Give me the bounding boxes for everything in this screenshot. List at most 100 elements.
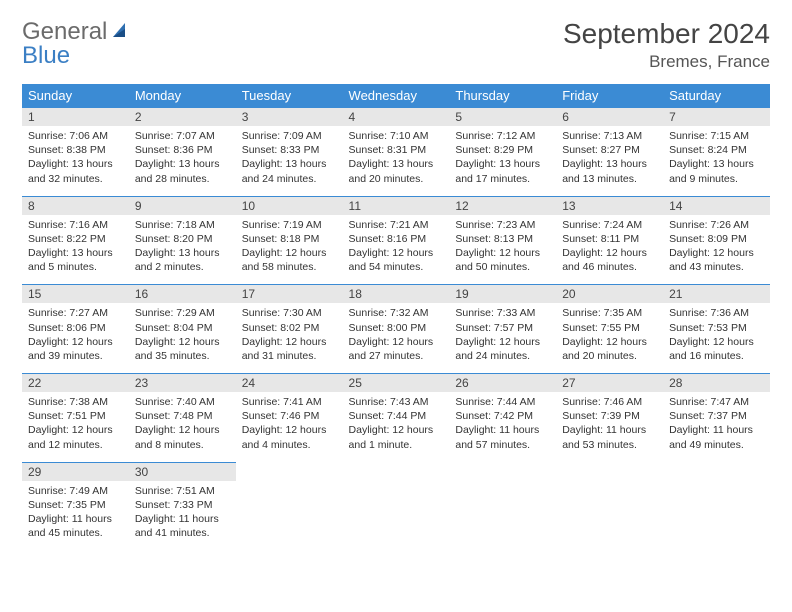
sunrise: Sunrise: 7:18 AM <box>135 218 230 232</box>
sunset: Sunset: 8:22 PM <box>28 232 123 246</box>
sunset: Sunset: 7:51 PM <box>28 409 123 423</box>
dayname: Saturday <box>663 84 770 108</box>
daylight: Daylight: 11 hours and 53 minutes. <box>562 423 657 451</box>
date-cell: Sunrise: 7:10 AMSunset: 8:31 PMDaylight:… <box>343 126 450 196</box>
date-number: 20 <box>556 285 663 304</box>
sunset: Sunset: 8:24 PM <box>669 143 764 157</box>
daylight: Daylight: 11 hours and 57 minutes. <box>455 423 550 451</box>
sunset: Sunset: 8:02 PM <box>242 321 337 335</box>
date-cell: Sunrise: 7:36 AMSunset: 7:53 PMDaylight:… <box>663 303 770 373</box>
date-cell: Sunrise: 7:27 AMSunset: 8:06 PMDaylight:… <box>22 303 129 373</box>
date-number: 22 <box>22 374 129 393</box>
date-number: 9 <box>129 196 236 215</box>
sunset: Sunset: 8:31 PM <box>349 143 444 157</box>
sunset: Sunset: 8:29 PM <box>455 143 550 157</box>
dayname: Friday <box>556 84 663 108</box>
daylight: Daylight: 12 hours and 50 minutes. <box>455 246 550 274</box>
date-number-row: 2930 <box>22 462 770 481</box>
date-number: 13 <box>556 196 663 215</box>
date-number-row: 22232425262728 <box>22 374 770 393</box>
sunrise: Sunrise: 7:12 AM <box>455 129 550 143</box>
sunrise: Sunrise: 7:44 AM <box>455 395 550 409</box>
date-cell <box>449 481 556 551</box>
sunrise: Sunrise: 7:51 AM <box>135 484 230 498</box>
sunset: Sunset: 7:57 PM <box>455 321 550 335</box>
sunset: Sunset: 8:00 PM <box>349 321 444 335</box>
date-cell: Sunrise: 7:46 AMSunset: 7:39 PMDaylight:… <box>556 392 663 462</box>
date-cell: Sunrise: 7:47 AMSunset: 7:37 PMDaylight:… <box>663 392 770 462</box>
dayname: Wednesday <box>343 84 450 108</box>
sunrise: Sunrise: 7:46 AM <box>562 395 657 409</box>
logo-sail-icon <box>111 21 131 39</box>
date-cell: Sunrise: 7:32 AMSunset: 8:00 PMDaylight:… <box>343 303 450 373</box>
date-number: 14 <box>663 196 770 215</box>
date-cell <box>556 481 663 551</box>
sunset: Sunset: 7:46 PM <box>242 409 337 423</box>
date-cell: Sunrise: 7:33 AMSunset: 7:57 PMDaylight:… <box>449 303 556 373</box>
date-number <box>663 462 770 481</box>
sunset: Sunset: 7:33 PM <box>135 498 230 512</box>
daylight: Daylight: 12 hours and 58 minutes. <box>242 246 337 274</box>
date-number-row: 891011121314 <box>22 196 770 215</box>
sunrise: Sunrise: 7:30 AM <box>242 306 337 320</box>
daylight: Daylight: 12 hours and 39 minutes. <box>28 335 123 363</box>
sunrise: Sunrise: 7:21 AM <box>349 218 444 232</box>
sunrise: Sunrise: 7:15 AM <box>669 129 764 143</box>
date-number <box>236 462 343 481</box>
date-number: 23 <box>129 374 236 393</box>
sunset: Sunset: 8:33 PM <box>242 143 337 157</box>
sunrise: Sunrise: 7:23 AM <box>455 218 550 232</box>
sunset: Sunset: 8:18 PM <box>242 232 337 246</box>
sunset: Sunset: 7:48 PM <box>135 409 230 423</box>
date-number: 16 <box>129 285 236 304</box>
sunset: Sunset: 8:36 PM <box>135 143 230 157</box>
daylight: Daylight: 11 hours and 41 minutes. <box>135 512 230 540</box>
sunset: Sunset: 7:39 PM <box>562 409 657 423</box>
date-data-row: Sunrise: 7:49 AMSunset: 7:35 PM Daylight:… <box>22 481 770 551</box>
header: General September 2024 Bremes, France <box>22 18 770 72</box>
date-cell: Sunrise: 7:41 AMSunset: 7:46 PMDaylight:… <box>236 392 343 462</box>
sunrise: Sunrise: 7:49 AM <box>28 484 123 498</box>
sunset: Sunset: 8:27 PM <box>562 143 657 157</box>
dayname: Sunday <box>22 84 129 108</box>
sunrise: Sunrise: 7:43 AM <box>349 395 444 409</box>
sunset: Sunset: 7:35 PM <box>28 498 123 512</box>
date-cell: Sunrise: 7:06 AMSunset: 8:38 PMDaylight:… <box>22 126 129 196</box>
daylight: Daylight: 12 hours and 24 minutes. <box>455 335 550 363</box>
date-cell: Sunrise: 7:35 AMSunset: 7:55 PMDaylight:… <box>556 303 663 373</box>
date-number: 27 <box>556 374 663 393</box>
date-number: 29 <box>22 462 129 481</box>
day-header-row: Sunday Monday Tuesday Wednesday Thursday… <box>22 84 770 108</box>
date-number: 11 <box>343 196 450 215</box>
date-number <box>343 462 450 481</box>
date-cell: Sunrise: 7:43 AMSunset: 7:44 PMDaylight:… <box>343 392 450 462</box>
date-data-row: Sunrise: 7:38 AMSunset: 7:51 PMDaylight:… <box>22 392 770 462</box>
date-cell: Sunrise: 7:26 AMSunset: 8:09 PMDaylight:… <box>663 215 770 285</box>
dayname: Thursday <box>449 84 556 108</box>
sunrise: Sunrise: 7:13 AM <box>562 129 657 143</box>
sunrise: Sunrise: 7:19 AM <box>242 218 337 232</box>
sunrise: Sunrise: 7:24 AM <box>562 218 657 232</box>
date-number <box>449 462 556 481</box>
daylight: Daylight: 13 hours and 28 minutes. <box>135 157 230 185</box>
sunrise: Sunrise: 7:33 AM <box>455 306 550 320</box>
sunset: Sunset: 7:53 PM <box>669 321 764 335</box>
date-cell: Sunrise: 7:49 AMSunset: 7:35 PMDaylight:… <box>22 481 129 551</box>
date-number: 5 <box>449 108 556 127</box>
sunrise: Sunrise: 7:40 AM <box>135 395 230 409</box>
date-number: 17 <box>236 285 343 304</box>
date-data-row: Sunrise: 7:16 AMSunset: 8:22 PMDaylight:… <box>22 215 770 285</box>
dayname: Monday <box>129 84 236 108</box>
calendar-table: Sunday Monday Tuesday Wednesday Thursday… <box>22 84 770 551</box>
date-cell <box>236 481 343 551</box>
daylight: Daylight: 12 hours and 46 minutes. <box>562 246 657 274</box>
date-number: 26 <box>449 374 556 393</box>
sunrise: Sunrise: 7:32 AM <box>349 306 444 320</box>
month-title: September 2024 <box>563 18 770 50</box>
date-number: 12 <box>449 196 556 215</box>
daylight: Daylight: 12 hours and 12 minutes. <box>28 423 123 451</box>
sunset: Sunset: 8:16 PM <box>349 232 444 246</box>
location: Bremes, France <box>563 52 770 72</box>
daylight: Daylight: 13 hours and 5 minutes. <box>28 246 123 274</box>
date-cell: Sunrise: 7:23 AMSunset: 8:13 PMDaylight:… <box>449 215 556 285</box>
